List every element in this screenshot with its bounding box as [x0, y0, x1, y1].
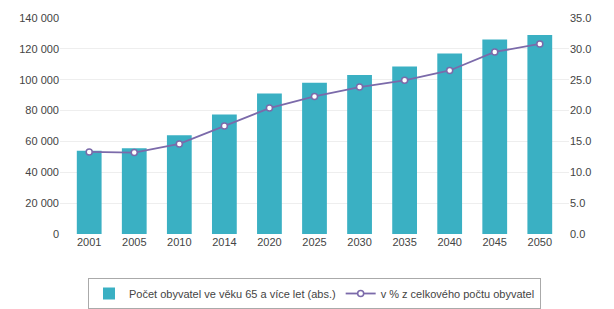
svg-text:0.0: 0.0	[570, 228, 585, 240]
svg-text:2035: 2035	[392, 236, 416, 248]
svg-text:35.0: 35.0	[570, 12, 591, 24]
svg-text:2001: 2001	[77, 236, 101, 248]
svg-text:2045: 2045	[482, 236, 506, 248]
svg-text:0: 0	[53, 228, 59, 240]
svg-text:2050: 2050	[528, 236, 552, 248]
svg-text:2005: 2005	[122, 236, 146, 248]
svg-text:20 000: 20 000	[25, 197, 59, 209]
svg-text:140 000: 140 000	[19, 12, 59, 24]
svg-text:25.0: 25.0	[570, 74, 591, 86]
svg-text:40 000: 40 000	[25, 166, 59, 178]
svg-text:10.0: 10.0	[570, 166, 591, 178]
svg-text:Počet obyvatel ve věku 65 a ví: Počet obyvatel ve věku 65 a více let (ab…	[129, 288, 336, 300]
svg-text:100 000: 100 000	[19, 74, 59, 86]
svg-text:2020: 2020	[257, 236, 281, 248]
svg-text:60 000: 60 000	[25, 135, 59, 147]
svg-text:20.0: 20.0	[570, 104, 591, 116]
svg-text:2040: 2040	[437, 236, 461, 248]
svg-text:2014: 2014	[212, 236, 236, 248]
svg-text:120 000: 120 000	[19, 43, 59, 55]
svg-text:80 000: 80 000	[25, 104, 59, 116]
svg-text:2025: 2025	[302, 236, 326, 248]
svg-text:2010: 2010	[167, 236, 191, 248]
svg-text:2030: 2030	[347, 236, 371, 248]
svg-text:30.0: 30.0	[570, 43, 591, 55]
svg-text:5.0: 5.0	[570, 197, 585, 209]
svg-text:v % z celkového počtu obyvatel: v % z celkového počtu obyvatel	[381, 288, 534, 300]
svg-text:15.0: 15.0	[570, 135, 591, 147]
